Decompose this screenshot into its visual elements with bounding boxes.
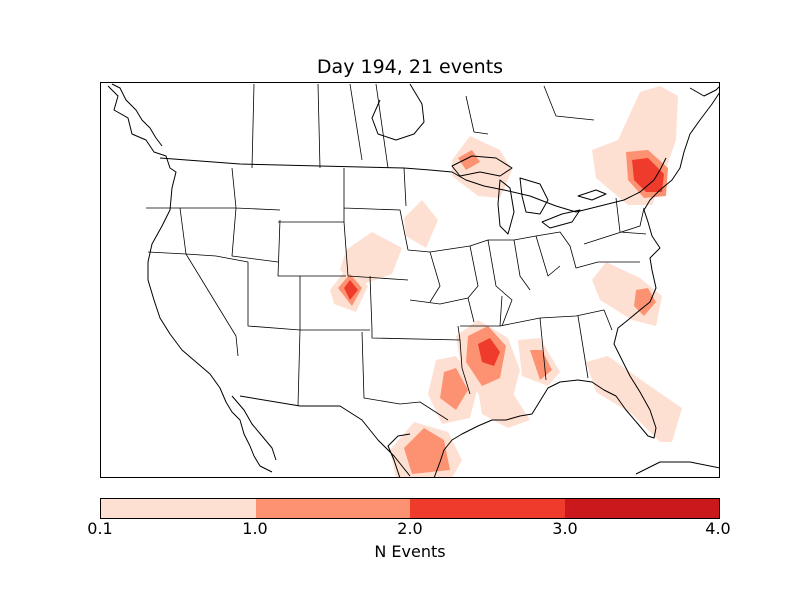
lake-huron [519,177,549,215]
colorbar-tick-label: 4.0 [705,519,731,538]
contour-texas-mid [404,428,450,474]
state-lines [146,83,647,421]
event-density-contours [330,86,682,478]
contour-great-lakes [452,136,512,198]
colorbar-tick-label: 1.0 [242,519,268,538]
contour-level-mid [338,150,668,474]
colorbar-segment-4 [564,499,719,518]
colorbar-segment-1 [101,499,256,518]
coastline-west [107,85,273,473]
colorbar-label: N Events [374,542,446,561]
colorbar-tick-label: 0.1 [87,519,113,538]
colorbar-tick-label: 3.0 [552,519,578,538]
baja-coast [231,395,277,461]
map-title: Day 194, 21 events [316,56,504,78]
border-us-canada [159,157,667,213]
contour-carolina-mid [634,288,656,316]
contour-northeast-high [632,158,664,192]
contour-level-low [330,86,682,478]
contour-louisiana-mid [440,368,468,410]
lake-erie [541,209,581,229]
lake-ontario [577,189,607,201]
contour-gulf [478,390,530,428]
contour-colorado-high [344,280,358,300]
map-area [100,82,720,478]
coastline-gulf [433,91,720,478]
contour-dakota [404,200,438,248]
colorbar-segment-2 [255,499,410,518]
coastline-cuba [635,461,720,475]
contour-carolina [592,262,662,326]
coastline-mexico [387,433,411,478]
boundary-lines [107,83,720,478]
border-us-mexico [239,395,411,477]
contour-level-high [344,158,664,366]
contour-mississippi-high [478,338,500,366]
contour-great-lakes-mid [458,150,480,170]
coastline-hudson [371,83,425,141]
colorbar-segment-3 [410,499,565,518]
coastline-labrador [689,85,720,97]
coastline-bc [111,83,163,147]
contour-alabama-mid [530,350,552,380]
lake-superior [451,155,513,177]
contour-florida [586,356,682,442]
lake-michigan [497,179,515,235]
colorbar-tick-label: 2.0 [397,519,423,538]
colorbar [100,498,720,519]
